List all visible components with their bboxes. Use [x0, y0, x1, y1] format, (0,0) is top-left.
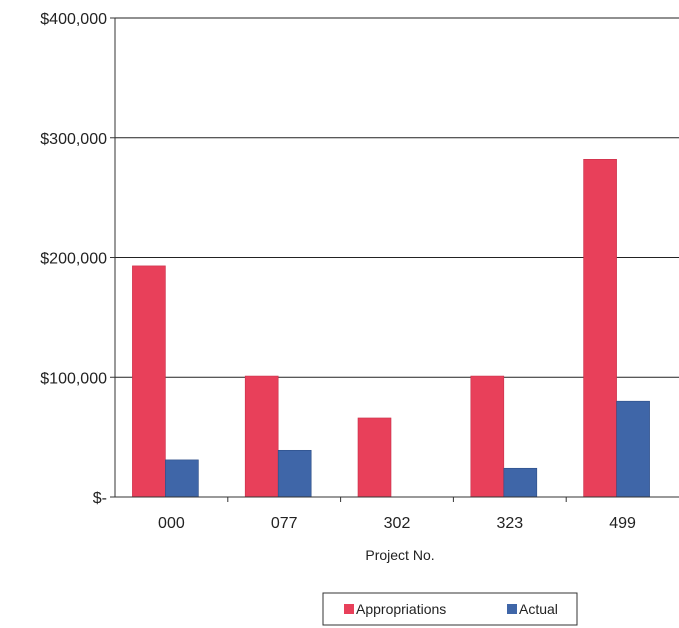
y-tick-label: $400,000: [40, 11, 107, 28]
y-tick-label: $100,000: [40, 370, 107, 387]
legend-box: [322, 592, 578, 626]
x-tick-label: 077: [271, 515, 298, 532]
bar-appropriations-323: [470, 375, 505, 498]
bar-group: [132, 159, 650, 498]
legend-label-actual: Actual: [519, 601, 558, 617]
x-axis-title: Project No.: [365, 547, 434, 563]
legend: Appropriations Actual: [322, 592, 578, 626]
x-axis-ticks: 000 077 302 323 499: [158, 497, 636, 532]
y-axis-ticks: $- $100,000 $200,000 $300,000 $400,000: [40, 11, 115, 507]
y-tick-label: $300,000: [40, 131, 107, 148]
y-tick-label: $-: [93, 490, 107, 507]
legend-swatch-appropriations: [344, 604, 354, 614]
bar-appropriations-077: [244, 375, 279, 498]
legend-swatch-actual: [507, 604, 517, 614]
x-tick-label: 323: [496, 515, 523, 532]
legend-label-appropriations: Appropriations: [356, 601, 446, 617]
bar-actual-000: [165, 459, 199, 498]
y-tick-label: $200,000: [40, 251, 107, 268]
bar-actual-077: [277, 449, 312, 498]
bar-appropriations-499: [583, 159, 617, 498]
bar-appropriations-000: [132, 265, 166, 498]
bar-actual-323: [503, 467, 538, 498]
x-tick-label: 302: [384, 515, 411, 532]
bar-actual-499: [616, 400, 650, 498]
x-tick-label: 499: [609, 515, 636, 532]
x-tick-label: 000: [158, 515, 185, 532]
bar-appropriations-302: [357, 417, 392, 498]
